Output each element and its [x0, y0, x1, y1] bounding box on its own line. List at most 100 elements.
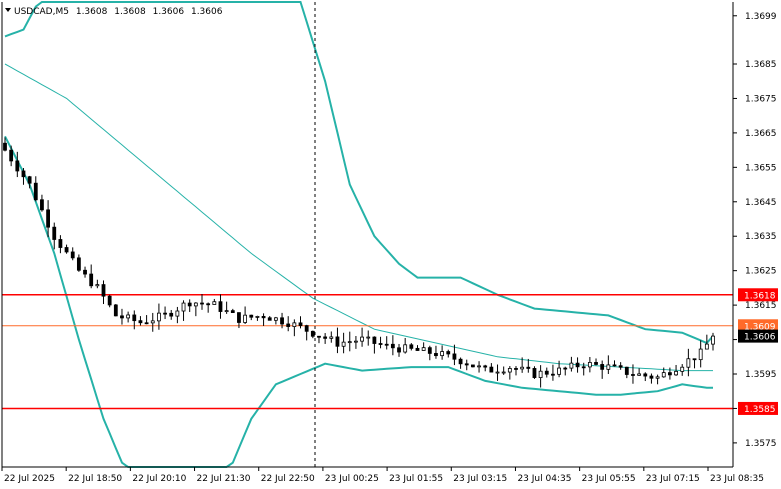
low-value: 1.3606 [153, 7, 185, 17]
candle [310, 330, 315, 339]
candle [9, 145, 14, 167]
candle [193, 302, 198, 317]
candle [347, 331, 352, 352]
candle [483, 364, 488, 372]
y-tick-label: 1.3675 [745, 94, 777, 104]
x-tick-label: 23 Jul 01:55 [389, 474, 443, 484]
candle [218, 294, 223, 319]
candle [686, 348, 691, 377]
candle [187, 299, 192, 312]
candle [532, 366, 537, 379]
candle [83, 266, 87, 278]
candle [446, 349, 451, 358]
candle [292, 319, 297, 337]
candle [415, 345, 420, 351]
candle [224, 301, 229, 314]
high-value: 1.3608 [114, 7, 146, 17]
candle [409, 343, 414, 351]
candle [157, 303, 161, 330]
candle [668, 367, 672, 380]
time-axis[interactable]: 22 Jul 2025 22 Jul 18:50 22 Jul 20:10 22 Ju… [1, 467, 764, 484]
x-tick-label: 22 Jul 2025 [4, 474, 55, 484]
candle [230, 308, 235, 313]
y-tick-label: 1.3665 [745, 129, 777, 139]
candle [70, 247, 75, 261]
levels-layer [2, 294, 733, 410]
candle [206, 302, 211, 313]
candle [120, 308, 124, 325]
candle [698, 340, 703, 368]
bands-layer [4, 0, 714, 468]
candle [477, 361, 481, 373]
candle [107, 294, 112, 308]
x-tick-label: 22 Jul 22:50 [261, 474, 315, 484]
candle [661, 367, 666, 378]
candle [489, 363, 494, 373]
candle [64, 244, 69, 254]
candle [366, 330, 371, 346]
candle [649, 373, 654, 384]
candle [587, 356, 592, 373]
candle [255, 315, 260, 321]
y-tick-label: 1.3655 [745, 163, 777, 173]
candle [427, 345, 432, 361]
level-badge: 1.3609 [738, 319, 778, 333]
candle [452, 344, 457, 366]
y-tick-label: 1.3699 [745, 12, 777, 22]
candle [594, 358, 598, 366]
candle [169, 309, 174, 320]
candle [581, 362, 586, 376]
candle [150, 312, 155, 332]
price-badges: 1.3618 1.3609 1.3585 1.3606 [738, 288, 778, 415]
candle [360, 327, 364, 347]
svg-text:1.3585: 1.3585 [744, 405, 776, 415]
level-badge: 1.3618 [738, 288, 778, 302]
x-tick-label: 23 Jul 03:15 [453, 474, 507, 484]
candle [384, 336, 389, 350]
x-tick-label: 23 Jul 05:55 [582, 474, 636, 484]
candle [40, 194, 44, 212]
candle [403, 337, 408, 354]
candle [390, 335, 395, 356]
candle [464, 359, 469, 371]
candle [261, 313, 266, 326]
candle [440, 345, 445, 360]
candle [397, 343, 401, 357]
candle [378, 336, 383, 349]
dropdown-triangle-icon[interactable] [5, 8, 11, 12]
y-tick-label: 1.3635 [745, 232, 777, 242]
candle [692, 358, 697, 369]
svg-text:1.3606: 1.3606 [744, 333, 776, 343]
candle [144, 315, 149, 325]
candle [354, 336, 358, 349]
x-tick-label: 23 Jul 07:15 [646, 474, 700, 484]
candle [267, 316, 272, 321]
candle [181, 300, 186, 321]
candle [27, 175, 32, 189]
candle [126, 311, 131, 323]
candle [624, 366, 629, 379]
candle [544, 367, 549, 378]
candle [514, 366, 518, 376]
lower-band-line [4, 135, 713, 468]
candle [520, 357, 525, 373]
candle [317, 335, 321, 344]
candle [501, 366, 506, 375]
candle [323, 333, 328, 344]
candle [618, 362, 623, 370]
candle [273, 316, 278, 325]
x-tick-label: 23 Jul 00:25 [325, 474, 379, 484]
candle [680, 364, 685, 376]
candle [606, 355, 611, 374]
candle [298, 316, 303, 329]
candle [563, 366, 568, 376]
current-price-badge: 1.3606 [738, 329, 778, 343]
candle [655, 374, 660, 385]
candle [557, 360, 561, 378]
svg-text:USDCAD,M5 1.3608 1: USDCAD,M5 1.3608 1.3608 1.3606 1.3606 [14, 7, 223, 17]
candle [33, 176, 38, 202]
candle [458, 357, 463, 369]
y-tick-label: 1.3645 [745, 198, 777, 208]
chart-frame [1, 2, 734, 468]
